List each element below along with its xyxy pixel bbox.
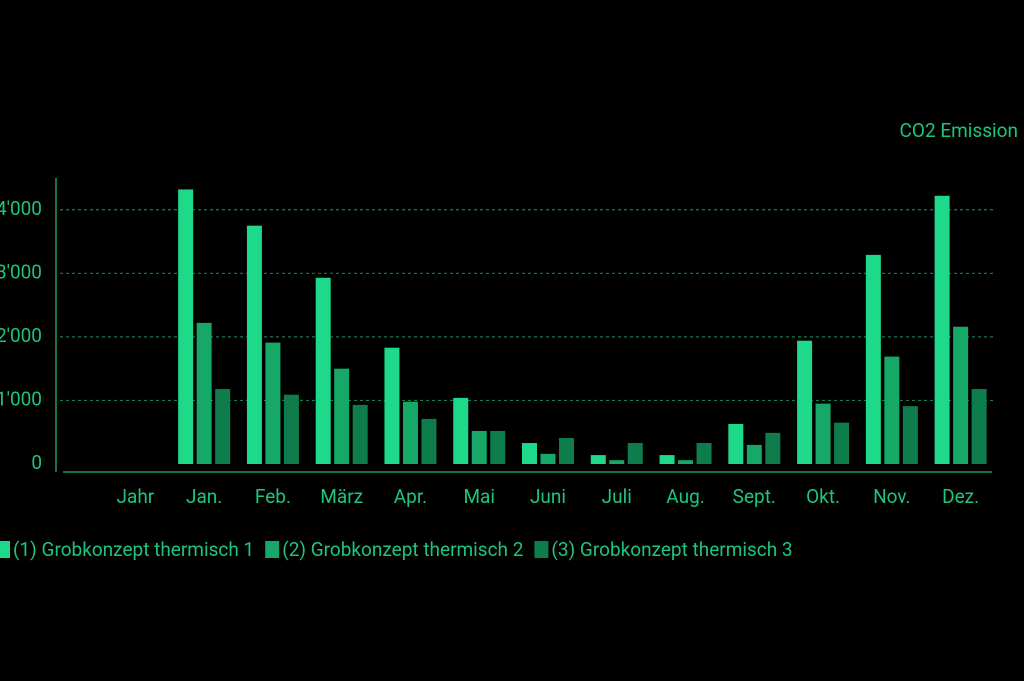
- y-tick-label: 3'000: [0, 260, 42, 283]
- bar: [815, 403, 831, 464]
- y-tick-label: 4'000: [0, 197, 42, 220]
- bar: [178, 189, 194, 464]
- x-tick-label: Feb.: [255, 485, 291, 508]
- legend-label: (2) Grobkonzept thermisch 2: [282, 538, 523, 561]
- bar: [471, 430, 487, 464]
- bar: [696, 443, 712, 464]
- bar: [971, 389, 987, 464]
- bar: [490, 430, 506, 464]
- bar: [196, 322, 212, 464]
- bar: [953, 326, 969, 464]
- x-tick-label: Aug.: [666, 485, 704, 508]
- bar: [590, 455, 606, 464]
- bar: [765, 432, 781, 464]
- bar: [315, 277, 331, 464]
- bar: [215, 389, 231, 464]
- x-tick-label: Jan.: [186, 485, 222, 508]
- x-tick-label: Apr.: [394, 485, 427, 508]
- legend-swatch: [534, 541, 549, 558]
- legend-swatch: [0, 541, 10, 558]
- legend-swatch: [265, 541, 280, 558]
- bar: [283, 394, 299, 464]
- bar: [559, 437, 574, 464]
- bar: [421, 418, 437, 464]
- bar: [352, 404, 368, 464]
- bar: [834, 422, 850, 464]
- bar: [728, 423, 744, 464]
- bar: [402, 401, 418, 464]
- bar: [334, 368, 350, 464]
- bar: [746, 444, 762, 464]
- x-tick-label: Dez.: [942, 485, 979, 508]
- x-tick-label: Jahr: [117, 485, 155, 508]
- x-tick-label: Okt.: [806, 485, 840, 508]
- y-tick-label: 1'000: [0, 387, 42, 410]
- chart-title: CO2 Emission: [900, 119, 1018, 142]
- y-tick-label: 0: [31, 451, 42, 474]
- bar: [384, 347, 400, 464]
- x-tick-label: Juni: [530, 485, 566, 508]
- x-tick-label: März: [320, 485, 363, 508]
- bar: [246, 225, 262, 464]
- bar: [609, 460, 625, 464]
- bar: [884, 356, 900, 464]
- x-tick-label: Nov.: [873, 485, 910, 508]
- bar: [902, 406, 918, 464]
- bar: [797, 340, 813, 464]
- y-tick-label: 2'000: [0, 324, 42, 347]
- bar: [865, 254, 881, 464]
- x-tick-label: Juli: [602, 485, 632, 508]
- bar: [265, 342, 281, 464]
- bar: [678, 460, 694, 464]
- legend-label: (3) Grobkonzept thermisch 3: [551, 538, 792, 561]
- x-tick-label: Mai: [463, 485, 495, 508]
- bar: [522, 443, 537, 464]
- legend-label: (1) Grobkonzept thermisch 1: [13, 538, 254, 561]
- bar: [540, 453, 556, 464]
- bar: [659, 455, 675, 464]
- bar: [934, 195, 950, 464]
- bar: [627, 443, 643, 464]
- x-tick-label: Sept.: [733, 485, 776, 508]
- bar: [453, 397, 469, 464]
